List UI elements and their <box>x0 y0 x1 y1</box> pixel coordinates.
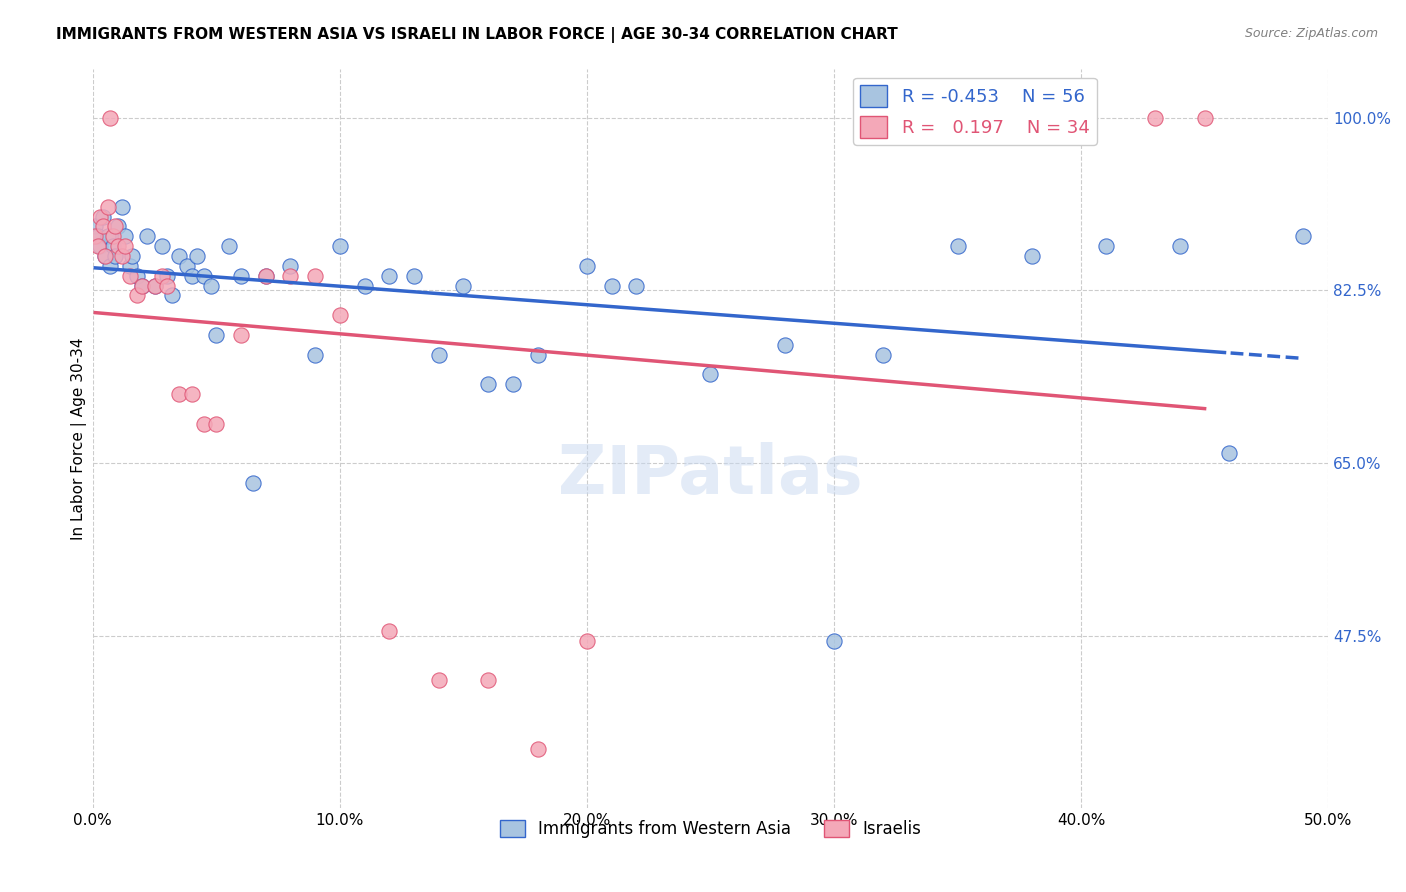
Point <box>872 348 894 362</box>
Point <box>329 308 352 322</box>
Point <box>280 268 302 283</box>
Point <box>193 268 215 283</box>
Text: ZIPatlas: ZIPatlas <box>558 442 863 508</box>
Point <box>89 210 111 224</box>
Point <box>111 200 134 214</box>
Point <box>1168 239 1191 253</box>
Point <box>101 239 124 253</box>
Point <box>304 348 326 362</box>
Point <box>98 259 121 273</box>
Point <box>477 377 499 392</box>
Point <box>131 278 153 293</box>
Point <box>150 268 173 283</box>
Point <box>87 229 110 244</box>
Point <box>254 268 277 283</box>
Text: IMMIGRANTS FROM WESTERN ASIA VS ISRAELI IN LABOR FORCE | AGE 30-34 CORRELATION C: IMMIGRANTS FROM WESTERN ASIA VS ISRAELI … <box>56 27 898 43</box>
Point <box>104 219 127 234</box>
Point <box>160 288 183 302</box>
Point <box>378 624 401 638</box>
Point <box>205 417 228 431</box>
Point <box>304 268 326 283</box>
Point <box>94 249 117 263</box>
Text: Source: ZipAtlas.com: Source: ZipAtlas.com <box>1244 27 1378 40</box>
Point <box>121 249 143 263</box>
Point <box>143 278 166 293</box>
Point <box>136 229 159 244</box>
Point <box>1218 446 1240 460</box>
Point <box>378 268 401 283</box>
Point <box>118 268 141 283</box>
Point <box>402 268 425 283</box>
Legend: Immigrants from Western Asia, Israelis: Immigrants from Western Asia, Israelis <box>494 813 928 845</box>
Point <box>229 268 252 283</box>
Point <box>218 239 240 253</box>
Point <box>329 239 352 253</box>
Point <box>254 268 277 283</box>
Point <box>156 268 179 283</box>
Point <box>526 742 548 756</box>
Point <box>353 278 375 293</box>
Point <box>91 210 114 224</box>
Point <box>97 200 120 214</box>
Point <box>1021 249 1043 263</box>
Point <box>1094 239 1116 253</box>
Point <box>242 475 264 490</box>
Point <box>205 327 228 342</box>
Point <box>502 377 524 392</box>
Point <box>89 239 111 253</box>
Point <box>101 229 124 244</box>
Point <box>127 288 149 302</box>
Point <box>1292 229 1315 244</box>
Point <box>97 229 120 244</box>
Y-axis label: In Labor Force | Age 30-34: In Labor Force | Age 30-34 <box>72 337 87 540</box>
Point <box>114 229 136 244</box>
Point <box>193 417 215 431</box>
Point <box>84 219 107 234</box>
Point <box>169 387 191 401</box>
Point <box>575 633 598 648</box>
Point <box>87 239 110 253</box>
Point <box>156 278 179 293</box>
Point <box>84 229 107 244</box>
Point <box>427 348 450 362</box>
Point <box>131 278 153 293</box>
Point <box>127 268 149 283</box>
Point <box>946 239 969 253</box>
Point <box>477 673 499 688</box>
Point <box>91 219 114 234</box>
Point <box>107 219 129 234</box>
Point <box>180 268 202 283</box>
Point <box>169 249 191 263</box>
Point <box>107 239 129 253</box>
Point <box>823 633 845 648</box>
Point <box>114 239 136 253</box>
Point <box>94 249 117 263</box>
Point <box>1144 111 1167 125</box>
Point <box>453 278 475 293</box>
Point <box>176 259 198 273</box>
Point <box>1194 111 1216 125</box>
Point <box>280 259 302 273</box>
Point <box>143 278 166 293</box>
Point <box>104 249 127 263</box>
Point <box>186 249 208 263</box>
Point <box>427 673 450 688</box>
Point <box>699 368 721 382</box>
Point <box>98 111 121 125</box>
Point <box>111 249 134 263</box>
Point <box>180 387 202 401</box>
Point <box>526 348 548 362</box>
Point <box>626 278 648 293</box>
Point <box>575 259 598 273</box>
Point <box>773 337 796 351</box>
Point <box>200 278 222 293</box>
Point <box>150 239 173 253</box>
Point <box>118 259 141 273</box>
Point <box>600 278 623 293</box>
Point <box>229 327 252 342</box>
